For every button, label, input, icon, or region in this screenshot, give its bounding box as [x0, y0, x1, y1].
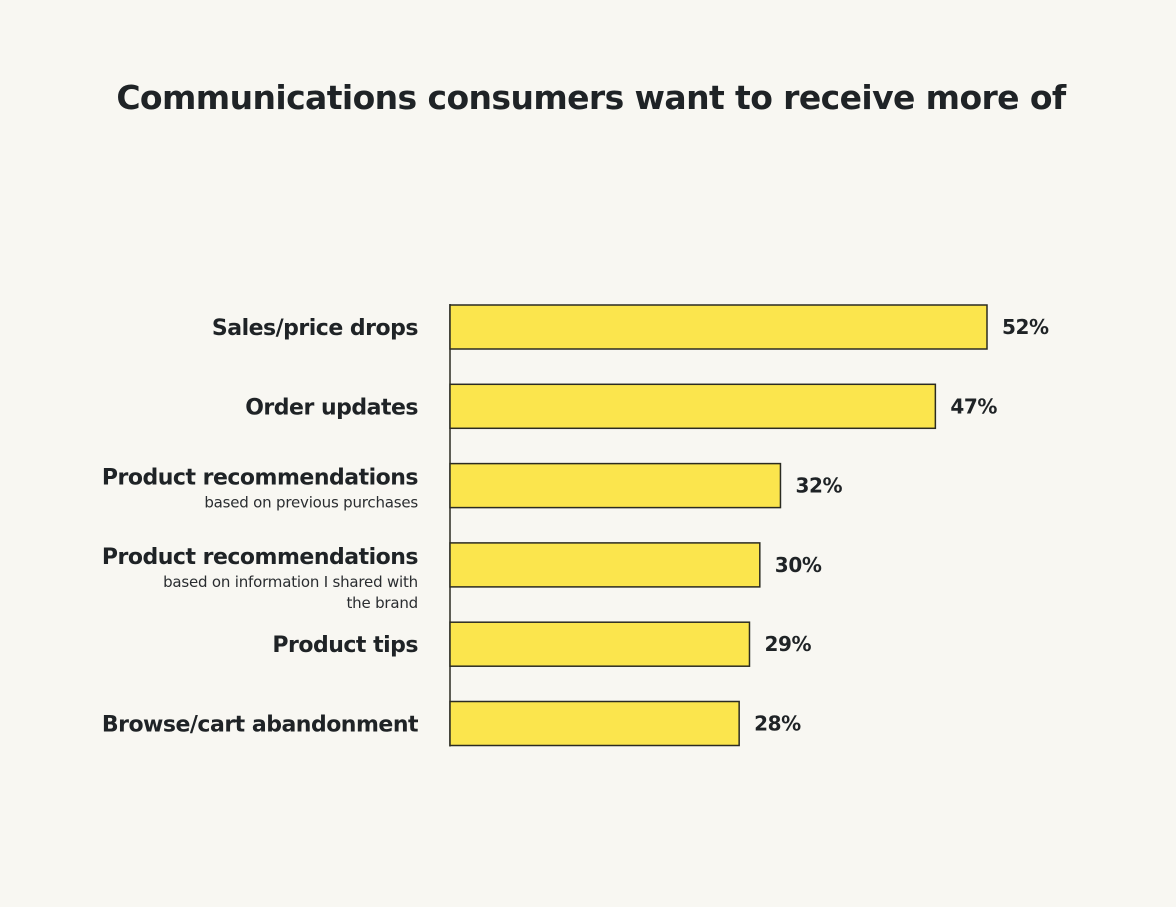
bar-1: [449, 304, 988, 350]
category-label-5: Product tips: [272, 633, 418, 658]
category-label-6: Browse/cart abandonment: [102, 713, 419, 738]
category-sublabel-3-1: based on previous purchases: [204, 494, 418, 512]
bar-5: [449, 621, 751, 667]
bar-4: [449, 542, 761, 588]
bars-group: [449, 304, 988, 747]
value-label-2: 47%: [950, 394, 997, 418]
value-label-3: 32%: [795, 474, 842, 498]
category-label-4: Product recommendations: [102, 545, 418, 570]
chart-title: Communications consumers want to receive…: [116, 78, 1066, 117]
category-labels-group: Sales/price drops Order updates Product re…: [102, 316, 420, 738]
value-label-4: 30%: [775, 553, 822, 577]
category-label-3: Product recommendations: [102, 466, 418, 491]
value-labels-group: 52% 47% 32% 30% 29% 28%: [754, 315, 1049, 736]
category-label-1: Sales/price drops: [212, 316, 419, 341]
category-label-2: Order updates: [245, 395, 418, 420]
bar-3: [449, 462, 782, 509]
bar-6: [449, 700, 740, 747]
value-label-1: 52%: [1002, 315, 1049, 339]
value-label-6: 28%: [754, 712, 801, 736]
value-label-5: 29%: [764, 632, 811, 656]
category-sublabel-4-1: based on information I shared with: [163, 573, 418, 591]
category-sublabel-4-2: the brand: [347, 594, 419, 612]
bar-2: [449, 383, 937, 430]
